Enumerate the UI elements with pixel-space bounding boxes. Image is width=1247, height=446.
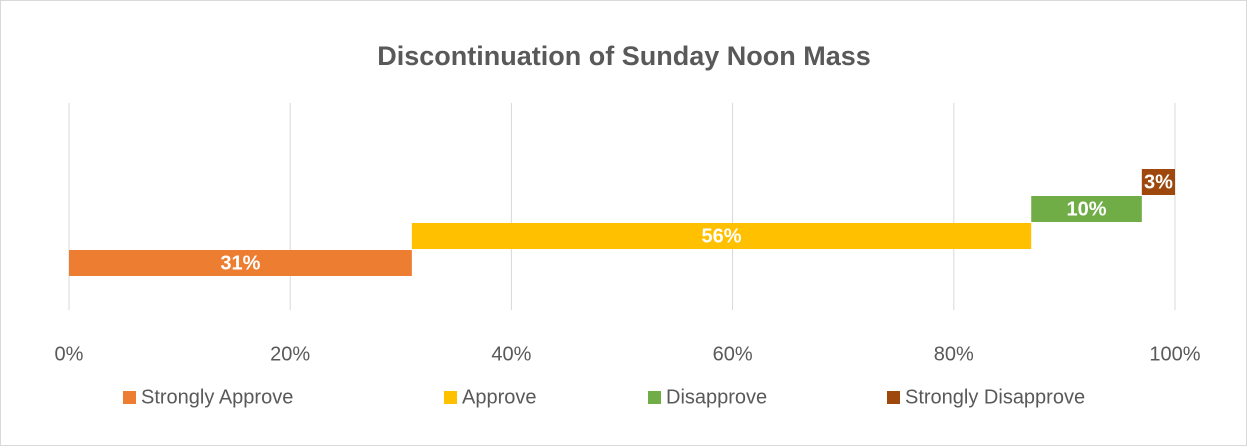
value-label: 31% — [220, 252, 260, 274]
value-label: 10% — [1067, 198, 1107, 220]
value-label: 3% — [1144, 171, 1173, 193]
x-tick-label: 20% — [270, 343, 310, 365]
bar — [1031, 196, 1142, 222]
x-tick-label: 100% — [1149, 343, 1200, 365]
bar — [411, 223, 1032, 249]
legend-swatch — [887, 391, 900, 404]
value-label: 56% — [702, 225, 742, 247]
legend-label: Disapprove — [666, 386, 767, 408]
legend-swatch — [123, 391, 136, 404]
bar — [69, 250, 412, 276]
legend-label: Strongly Approve — [141, 386, 293, 408]
legend-label: Strongly Disapprove — [905, 386, 1085, 408]
x-tick-label: 60% — [713, 343, 753, 365]
legend-swatch — [648, 391, 661, 404]
x-tick-label: 80% — [934, 343, 974, 365]
x-tick-label: 40% — [491, 343, 531, 365]
x-tick-label: 0% — [55, 343, 84, 365]
legend-swatch — [444, 391, 457, 404]
bar — [1141, 169, 1175, 195]
legend-label: Approve — [462, 386, 537, 408]
chart-title: Discontinuation of Sunday Noon Mass — [377, 41, 871, 71]
